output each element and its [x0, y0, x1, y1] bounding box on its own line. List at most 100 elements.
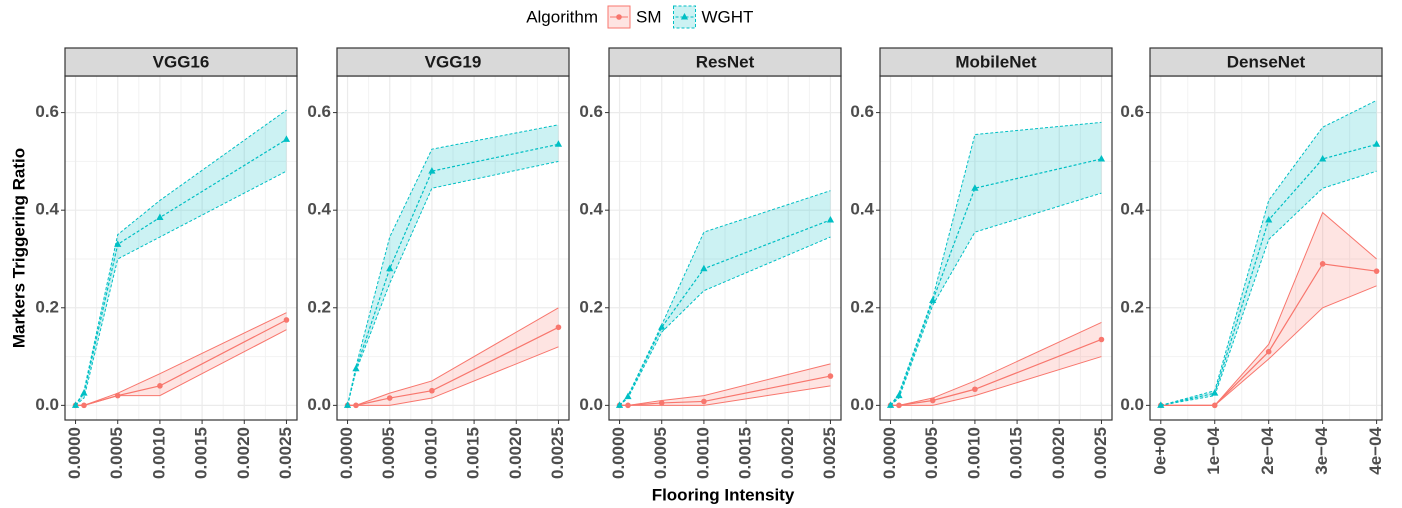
point — [971, 184, 979, 191]
y-tick-label: 0.2 — [307, 297, 331, 316]
point — [1211, 389, 1219, 396]
ribbon — [75, 110, 287, 406]
y-tick-label: 0.6 — [579, 102, 603, 121]
x-tick-label: 0.0020 — [506, 427, 525, 479]
x-tick-label: 0.0025 — [820, 427, 839, 479]
point — [283, 317, 290, 323]
ribbon — [619, 190, 831, 406]
x-tick-label: 0.0025 — [1091, 427, 1110, 479]
point — [680, 13, 689, 20]
ribbon — [1160, 100, 1377, 406]
point — [80, 389, 88, 396]
point — [156, 213, 164, 221]
point — [826, 215, 835, 223]
y-tick-label: 0.2 — [1120, 297, 1144, 316]
x-tick-label: 0.0020 — [234, 427, 253, 479]
ribbon — [890, 122, 1102, 406]
point — [658, 323, 666, 330]
point — [929, 296, 937, 303]
x-tick-label: 0.0025 — [548, 427, 567, 479]
point — [896, 402, 902, 409]
x-tick-label: 0.0010 — [149, 427, 168, 479]
facet-title: DenseNet — [1227, 52, 1306, 71]
point — [972, 386, 978, 393]
point — [1373, 140, 1381, 147]
point — [386, 395, 393, 401]
x-tick-label: 0.0010 — [693, 427, 712, 479]
x-tick-label: 0.0010 — [421, 427, 440, 479]
y-tick-label: 0.0 — [850, 395, 874, 414]
facet-title: VGG16 — [153, 52, 210, 71]
line — [619, 219, 831, 406]
y-tick-label: 0.2 — [850, 297, 874, 316]
point — [1265, 348, 1272, 355]
x-tick-label: 0.0020 — [1049, 427, 1068, 479]
x-tick-label: 0.0000 — [337, 427, 356, 479]
point — [615, 401, 624, 408]
y-tick-label: 0.6 — [1120, 102, 1144, 121]
x-tick-label: 2e−04 — [1258, 426, 1277, 474]
legend-label: WGHT — [702, 7, 754, 26]
y-tick-label: 0.4 — [850, 200, 874, 219]
point — [1265, 215, 1273, 223]
x-tick-label: 1e−04 — [1204, 426, 1223, 474]
x-tick-label: 0.0025 — [276, 427, 295, 479]
y-tick-label: 0.0 — [35, 395, 59, 414]
point — [625, 402, 631, 409]
point — [658, 400, 665, 406]
point — [1319, 261, 1326, 267]
x-tick-label: 0.0015 — [192, 427, 211, 479]
point — [1097, 154, 1106, 162]
line — [346, 143, 559, 406]
facet-title: ResNet — [696, 52, 755, 71]
facet-header — [64, 47, 298, 77]
y-tick-label: 0.0 — [579, 395, 603, 414]
ribbon-edge — [347, 160, 559, 406]
point — [895, 391, 903, 399]
y-tick-label: 0.0 — [307, 395, 331, 414]
point — [157, 383, 163, 389]
x-tick-label: 0.0015 — [464, 427, 483, 479]
point — [555, 324, 562, 331]
y-tick-label: 0.2 — [579, 297, 603, 316]
x-tick-label: 0.0020 — [778, 427, 797, 479]
ribbon-edge — [890, 192, 1102, 406]
point — [282, 135, 291, 142]
y-tick-label: 0.0 — [1120, 395, 1144, 414]
point — [386, 264, 394, 272]
x-tick-label: 0.0000 — [609, 427, 628, 479]
point — [1319, 154, 1327, 162]
y-tick-label: 0.4 — [1120, 200, 1144, 219]
ribbon-edge — [1160, 170, 1377, 406]
x-tick-label: 0.0015 — [1007, 427, 1026, 479]
x-tick-label: 0.0000 — [65, 427, 84, 479]
ribbon — [1160, 212, 1377, 406]
x-tick-label: 0.0005 — [379, 427, 398, 479]
point — [886, 401, 895, 408]
facet-title: VGG19 — [425, 52, 482, 71]
x-tick-label: 0.0010 — [964, 427, 983, 479]
y-tick-label: 0.6 — [307, 102, 331, 121]
x-tick-label: 4e−04 — [1366, 426, 1385, 474]
facet-header — [879, 47, 1113, 77]
x-tick-label: 0.0005 — [922, 427, 941, 479]
point — [352, 364, 360, 372]
x-tick-label: 0.0000 — [880, 427, 899, 479]
point — [114, 240, 122, 247]
ribbon-edge — [619, 236, 831, 406]
point — [624, 392, 632, 400]
point — [429, 387, 435, 394]
point — [554, 140, 563, 147]
x-tick-label: 3e−04 — [1312, 426, 1331, 474]
point — [81, 402, 87, 409]
y-tick-label: 0.2 — [35, 297, 59, 316]
point — [353, 402, 359, 409]
point — [343, 401, 352, 408]
legend-title: Algorithm — [526, 7, 598, 26]
point — [1157, 401, 1165, 408]
facet-header — [336, 47, 570, 77]
facet-title: MobileNet — [955, 52, 1037, 71]
y-tick-label: 0.6 — [850, 102, 874, 121]
point — [114, 392, 121, 399]
